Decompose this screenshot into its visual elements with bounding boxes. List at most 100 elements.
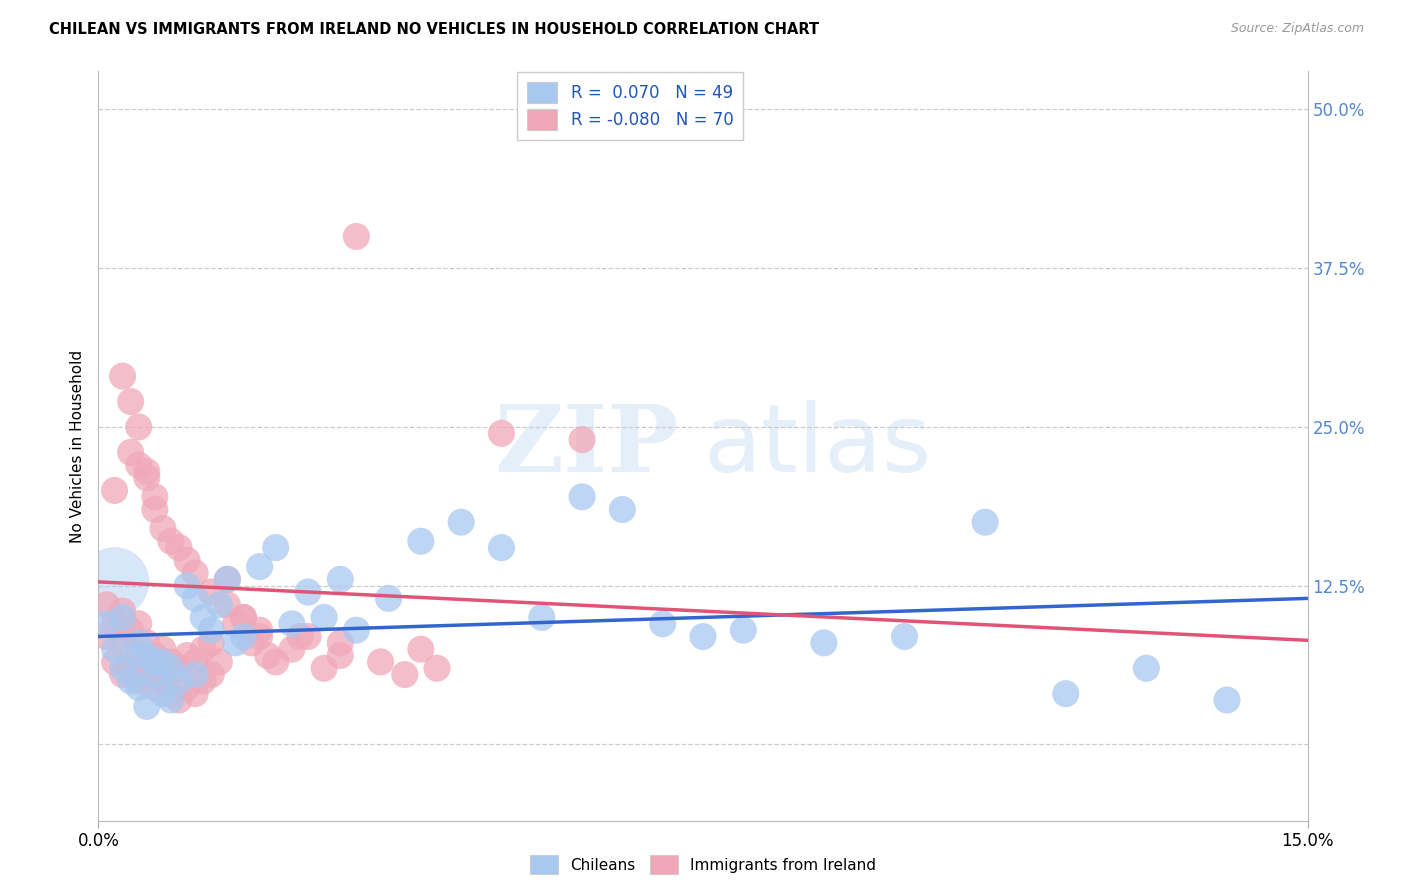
- Point: [329, 648, 352, 663]
- Point: [184, 655, 207, 669]
- Point: [1054, 687, 1077, 701]
- Point: [612, 502, 634, 516]
- Point: [297, 630, 319, 644]
- Text: CHILEAN VS IMMIGRANTS FROM IRELAND NO VEHICLES IN HOUSEHOLD CORRELATION CHART: CHILEAN VS IMMIGRANTS FROM IRELAND NO VE…: [49, 22, 820, 37]
- Point: [96, 598, 118, 612]
- Point: [96, 630, 118, 644]
- Point: [974, 515, 997, 529]
- Point: [224, 636, 246, 650]
- Point: [152, 687, 174, 701]
- Legend: R =  0.070   N = 49, R = -0.080   N = 70: R = 0.070 N = 49, R = -0.080 N = 70: [517, 72, 744, 139]
- Point: [314, 610, 336, 624]
- Point: [193, 642, 215, 657]
- Point: [152, 673, 174, 688]
- Point: [167, 673, 190, 688]
- Point: [128, 681, 150, 695]
- Point: [103, 483, 125, 498]
- Point: [176, 648, 198, 663]
- Point: [297, 585, 319, 599]
- Point: [314, 661, 336, 675]
- Point: [120, 673, 142, 688]
- Point: [167, 541, 190, 555]
- Point: [152, 522, 174, 536]
- Point: [143, 667, 166, 681]
- Point: [409, 534, 432, 549]
- Point: [217, 598, 239, 612]
- Point: [120, 445, 142, 459]
- Point: [264, 541, 287, 555]
- Point: [240, 636, 263, 650]
- Point: [893, 630, 915, 644]
- Point: [184, 687, 207, 701]
- Point: [184, 591, 207, 606]
- Point: [176, 553, 198, 567]
- Point: [103, 642, 125, 657]
- Text: Source: ZipAtlas.com: Source: ZipAtlas.com: [1230, 22, 1364, 36]
- Y-axis label: No Vehicles in Household: No Vehicles in Household: [70, 350, 86, 542]
- Point: [160, 655, 183, 669]
- Point: [111, 636, 134, 650]
- Point: [152, 655, 174, 669]
- Point: [200, 623, 222, 637]
- Point: [128, 673, 150, 688]
- Point: [193, 610, 215, 624]
- Point: [143, 681, 166, 695]
- Point: [329, 636, 352, 650]
- Point: [232, 610, 254, 624]
- Point: [344, 623, 367, 637]
- Point: [733, 623, 755, 637]
- Point: [111, 604, 134, 618]
- Point: [193, 673, 215, 688]
- Point: [264, 655, 287, 669]
- Point: [143, 648, 166, 663]
- Point: [103, 655, 125, 669]
- Point: [167, 693, 190, 707]
- Point: [344, 229, 367, 244]
- Point: [120, 394, 142, 409]
- Point: [103, 616, 125, 631]
- Point: [426, 661, 449, 675]
- Point: [288, 630, 311, 644]
- Point: [224, 616, 246, 631]
- Point: [96, 616, 118, 631]
- Point: [120, 661, 142, 675]
- Point: [135, 471, 157, 485]
- Point: [135, 648, 157, 663]
- Point: [184, 667, 207, 681]
- Point: [200, 636, 222, 650]
- Point: [143, 502, 166, 516]
- Point: [491, 541, 513, 555]
- Point: [281, 642, 304, 657]
- Point: [232, 630, 254, 644]
- Point: [184, 566, 207, 580]
- Point: [409, 642, 432, 657]
- Point: [249, 559, 271, 574]
- Point: [1135, 661, 1157, 675]
- Point: [111, 610, 134, 624]
- Point: [232, 610, 254, 624]
- Point: [128, 616, 150, 631]
- Point: [167, 661, 190, 675]
- Point: [143, 490, 166, 504]
- Legend: Chileans, Immigrants from Ireland: Chileans, Immigrants from Ireland: [524, 849, 882, 880]
- Point: [692, 630, 714, 644]
- Point: [249, 630, 271, 644]
- Point: [329, 572, 352, 586]
- Point: [135, 667, 157, 681]
- Point: [111, 369, 134, 384]
- Point: [394, 667, 416, 681]
- Point: [152, 642, 174, 657]
- Point: [135, 464, 157, 478]
- Point: [160, 661, 183, 675]
- Point: [111, 661, 134, 675]
- Point: [249, 623, 271, 637]
- Point: [135, 636, 157, 650]
- Point: [135, 699, 157, 714]
- Point: [281, 616, 304, 631]
- Point: [200, 585, 222, 599]
- Point: [128, 458, 150, 472]
- Point: [176, 579, 198, 593]
- Point: [128, 636, 150, 650]
- Point: [1216, 693, 1239, 707]
- Point: [491, 426, 513, 441]
